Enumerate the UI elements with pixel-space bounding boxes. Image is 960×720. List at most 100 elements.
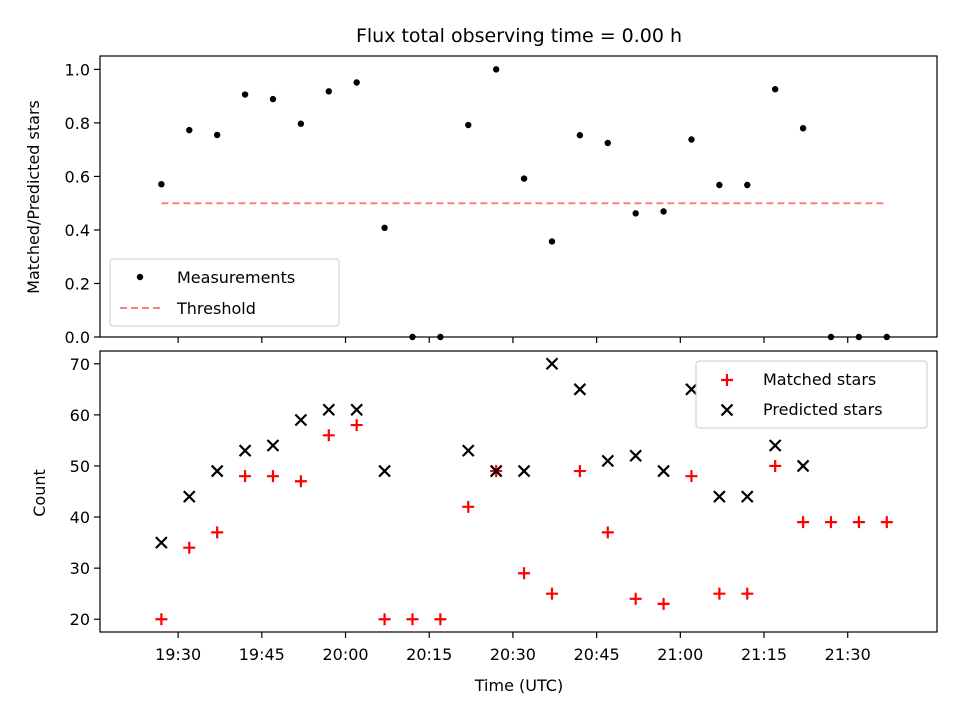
x-tick-label: 21:30 [825, 645, 871, 664]
matched-star-point [406, 613, 419, 626]
measurement-point [297, 120, 305, 127]
y-tick-label: 0.4 [65, 221, 90, 240]
predicted-star-point [517, 464, 531, 478]
matched-star-point [880, 516, 893, 529]
matched-star-point [852, 516, 865, 529]
matched-star-point [629, 592, 642, 605]
top-plot-frame [99, 55, 938, 338]
predicted-star-point [685, 383, 698, 396]
measurement-point [492, 66, 500, 73]
top-legend: Measurements Threshold [109, 258, 340, 327]
predicted-star-point [378, 464, 391, 478]
y-tick-label: 0.6 [65, 167, 90, 186]
predicted-star-point [489, 464, 503, 478]
matched-star-point [573, 465, 586, 478]
y-tick-label: 50 [70, 457, 90, 476]
measurement-point [716, 181, 723, 189]
measurement-point [158, 180, 165, 188]
x-tick-label: 20:45 [574, 645, 620, 664]
matched-star-point [657, 597, 670, 610]
x-tick-label: 21:15 [741, 645, 787, 664]
predicted-star-point [238, 444, 252, 457]
legend-marker-measurements [136, 273, 144, 281]
measurement-point [688, 136, 695, 143]
measurement-point [771, 85, 779, 93]
matched-star-point [824, 516, 837, 529]
chart-title: Flux total observing time = 0.00 h [356, 25, 682, 47]
matched-star-point [741, 587, 754, 600]
matched-star-point [713, 587, 726, 600]
bottom-legend-box [695, 360, 928, 429]
matched-star-point [211, 526, 224, 539]
matched-star-point [378, 613, 391, 626]
predicted-star-point [322, 403, 336, 417]
y-tick-label: 0.0 [65, 328, 90, 347]
predicted-star-point [155, 536, 168, 549]
measurement-point [744, 181, 751, 189]
predicted-star-point [266, 439, 280, 452]
matched-star-point [685, 470, 698, 483]
measurement-point [827, 333, 835, 341]
measurement-point [325, 88, 332, 95]
measurement-point [409, 333, 416, 341]
predicted-star-point [796, 459, 810, 473]
measurement-point [548, 238, 556, 245]
matched-star-point [155, 613, 168, 626]
measurement-point [576, 132, 584, 139]
x-tick-label: 19:30 [155, 645, 201, 664]
top-panel: 0.0 0.2 0.4 0.6 0.8 1.0 Measurements Threshold [65, 55, 938, 347]
top-y-axis-label: Matched/Predicted stars [24, 100, 43, 294]
measurement-point [799, 125, 807, 132]
predicted-star-point [657, 464, 670, 478]
predicted-star-point [294, 413, 308, 427]
matched-star-point [545, 587, 558, 600]
matched-star-point [434, 613, 447, 626]
predicted-star-point [210, 464, 224, 478]
predicted-star-point [462, 444, 475, 457]
matched-star-point [601, 526, 614, 539]
matched-star-point [294, 475, 307, 488]
matched-star-point [769, 459, 782, 472]
legend-marker-predicted [720, 403, 734, 417]
predicted-star-point [741, 490, 754, 503]
matched-star-point [239, 470, 252, 483]
matched-star-point [518, 567, 531, 580]
measurement-point [241, 91, 249, 98]
measurement-point [660, 208, 667, 215]
legend-label-matched: Matched stars [763, 370, 876, 389]
predicted-star-point [713, 490, 726, 503]
y-tick-label: 0.2 [65, 274, 90, 293]
y-tick-label: 40 [70, 508, 90, 527]
x-tick-label: 20:00 [322, 645, 368, 664]
y-tick-label: 30 [70, 559, 90, 578]
y-tick-label: 70 [70, 355, 90, 374]
measurement-point [520, 175, 528, 182]
bottom-plot-frame [99, 350, 938, 633]
matched-star-point [183, 541, 196, 554]
measurement-point [632, 210, 639, 217]
x-tick-label: 19:45 [239, 645, 285, 664]
bottom-y-axis-label: Count [30, 469, 49, 517]
measurement-point [883, 333, 890, 341]
x-axis-label: Time (UTC) [474, 676, 563, 695]
measurement-point [186, 126, 193, 134]
x-tick-label: 20:30 [490, 645, 536, 664]
measurement-point [465, 121, 472, 129]
predicted-star-point [350, 403, 363, 417]
matched-star-point [462, 500, 475, 513]
predicted-star-point [545, 357, 559, 371]
matched-star-point [322, 429, 335, 442]
legend-marker-matched [721, 374, 733, 386]
matched-star-point [266, 470, 279, 483]
matched-star-point [350, 419, 363, 432]
legend-label-predicted: Predicted stars [763, 400, 883, 419]
measurement-point [353, 79, 360, 86]
predicted-star-point [573, 383, 587, 396]
measurement-point [213, 131, 221, 139]
bottom-legend: Matched stars Predicted stars [695, 360, 928, 429]
legend-label-measurements: Measurements [177, 268, 295, 287]
x-tick-label: 20:15 [406, 645, 452, 664]
legend-label-threshold: Threshold [176, 299, 256, 318]
top-legend-box [109, 258, 340, 327]
